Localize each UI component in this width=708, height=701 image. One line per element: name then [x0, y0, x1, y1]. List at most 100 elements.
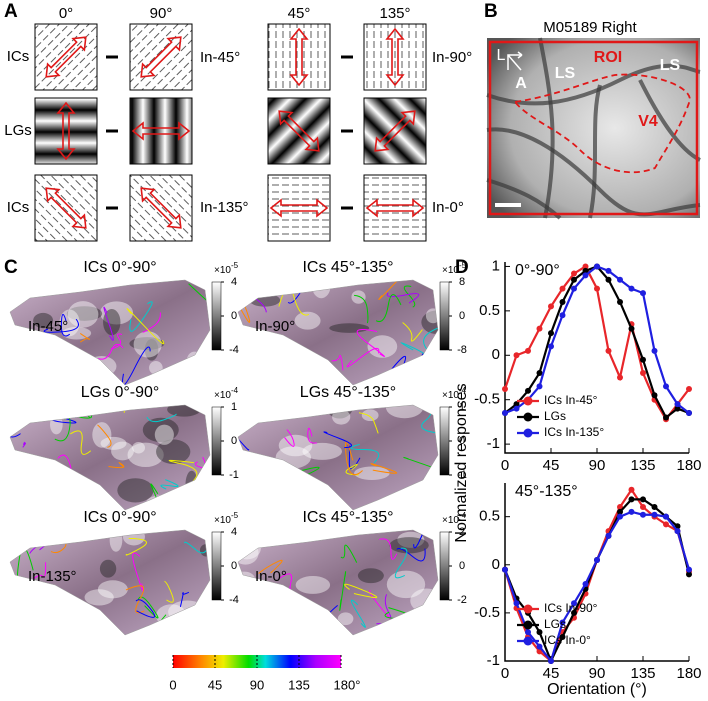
point — [628, 496, 635, 503]
map-blob — [117, 478, 154, 503]
point — [617, 504, 623, 511]
minus — [106, 55, 118, 59]
map-blob — [84, 589, 114, 606]
colorbar — [439, 281, 450, 351]
map-blob — [425, 308, 438, 324]
map-blob — [133, 331, 162, 358]
exponent: -5 — [459, 261, 467, 270]
map-blob — [267, 530, 291, 541]
arrow — [385, 27, 405, 87]
colorbar — [439, 406, 450, 476]
roi-box — [488, 40, 699, 216]
stimulus — [34, 174, 98, 242]
map-blob — [255, 367, 282, 378]
image-label: LS — [660, 57, 681, 74]
colorbar — [211, 531, 222, 601]
point — [651, 511, 658, 518]
y-tick-label: 0 — [492, 346, 500, 363]
map-blob — [50, 414, 63, 435]
legend-label: ICs In-135° — [544, 425, 604, 439]
point — [525, 387, 531, 394]
orientation-map — [10, 405, 210, 510]
map-note: In-90° — [255, 318, 295, 335]
map-blob — [156, 439, 191, 464]
contour — [386, 292, 420, 304]
minus — [106, 206, 118, 210]
point — [571, 609, 577, 616]
map-blob — [261, 486, 279, 502]
contour — [249, 588, 285, 617]
contour — [129, 301, 153, 332]
colorbar-tick-label: -1 — [457, 469, 467, 481]
point — [513, 405, 520, 412]
scale: ×10 — [442, 515, 459, 526]
map-bg — [10, 405, 210, 510]
map-blob — [267, 360, 302, 385]
point — [502, 410, 508, 417]
minus — [341, 55, 353, 59]
y-tick-label: 1 — [492, 257, 500, 274]
legend-marker — [523, 428, 533, 438]
stimulus — [34, 23, 98, 91]
column-label: 0° — [59, 5, 73, 22]
point — [605, 532, 612, 539]
map-blob — [97, 580, 128, 599]
contour — [258, 559, 283, 574]
legend-label: ICs In-90° — [544, 601, 598, 615]
hue-tick-label: 135 — [288, 677, 310, 692]
map-blob — [103, 309, 121, 336]
map-note: In-135° — [28, 568, 77, 585]
scale-bar — [495, 203, 521, 207]
point — [651, 392, 658, 399]
point — [594, 263, 600, 270]
map-blob — [154, 424, 174, 445]
point — [536, 325, 543, 332]
contour — [97, 424, 112, 448]
contour — [164, 580, 174, 603]
map-blob — [265, 405, 296, 421]
orientation-map — [238, 405, 438, 510]
contour — [350, 443, 380, 464]
arrow — [269, 198, 329, 218]
scale: ×10 — [442, 390, 459, 401]
map-blob — [67, 301, 99, 328]
arrow — [289, 27, 309, 87]
x-tick-label: 135 — [630, 457, 655, 474]
map-blob — [33, 312, 54, 329]
map-blob — [238, 571, 256, 588]
colorbar-tick-label: -2 — [457, 594, 467, 606]
contour — [142, 312, 161, 333]
contour — [79, 332, 91, 343]
colorbar-tick-label: 2 — [459, 526, 465, 538]
contour — [37, 371, 62, 385]
point — [605, 267, 612, 274]
colorbar — [211, 281, 222, 351]
map-blob — [259, 594, 281, 614]
arrow — [131, 121, 191, 141]
contour — [24, 349, 56, 367]
image-label: A — [515, 75, 527, 92]
contour — [69, 623, 103, 635]
map-blob — [142, 417, 179, 443]
point — [559, 285, 566, 292]
colorbar-tick-label: 0 — [231, 435, 237, 447]
contour — [403, 456, 438, 477]
vessel — [486, 63, 701, 106]
minus — [341, 129, 353, 133]
panel-label: D — [455, 257, 469, 278]
contour — [396, 548, 426, 562]
contour — [43, 318, 79, 333]
hue-tick-label: 180° — [334, 677, 361, 692]
point — [617, 508, 623, 515]
orientation-axes — [507, 51, 523, 71]
contour — [378, 538, 398, 560]
stimulus — [129, 97, 193, 165]
point — [663, 513, 669, 520]
stimulus — [129, 174, 193, 242]
map-blob — [367, 335, 398, 358]
contour — [238, 288, 251, 323]
colorbar-tick-label: 4 — [231, 276, 237, 288]
arrow — [278, 110, 320, 152]
image-label: V4 — [638, 113, 658, 130]
point — [640, 370, 646, 377]
